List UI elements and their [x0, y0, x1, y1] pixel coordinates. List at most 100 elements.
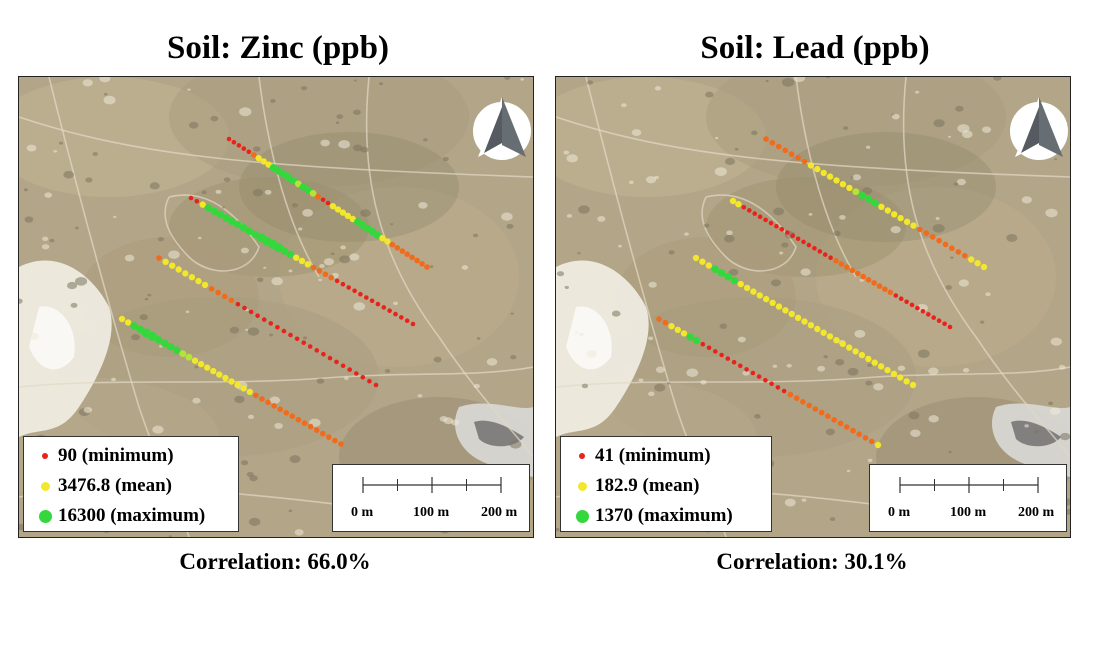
sample-point	[313, 427, 320, 433]
sample-point	[255, 313, 260, 318]
sample-point	[199, 201, 206, 208]
sample-point	[891, 211, 898, 218]
sample-point	[201, 281, 209, 289]
sample-point	[288, 332, 293, 338]
sample-point	[204, 364, 211, 371]
sample-point	[807, 322, 815, 329]
sample-point	[795, 155, 801, 161]
sample-point	[375, 301, 381, 307]
lead-legend: 41 (minimum) 182.9 (mean) 1370 (maximum)	[560, 436, 772, 532]
sample-point	[874, 441, 882, 449]
sample-point	[182, 270, 189, 277]
sample-point	[756, 292, 763, 299]
sample-point	[204, 204, 213, 212]
sample-point	[814, 165, 821, 173]
sample-point	[807, 162, 815, 169]
sample-point	[692, 254, 700, 262]
sample-point	[194, 199, 200, 204]
legend-maximum: 16300 (maximum)	[32, 501, 238, 531]
sample-point	[389, 241, 396, 248]
sample-point	[283, 410, 290, 416]
sample-point	[338, 441, 344, 447]
minimum-dot-icon	[579, 453, 585, 459]
sample-point	[373, 382, 379, 388]
sample-point	[162, 258, 169, 265]
sample-point	[700, 341, 706, 347]
sample-point	[352, 288, 357, 294]
sample-point	[774, 223, 779, 229]
sample-point	[926, 312, 931, 317]
sample-point	[233, 220, 242, 229]
scale-label-0: 0 m	[351, 505, 374, 520]
sample-point	[381, 305, 387, 310]
sample-point	[936, 318, 942, 323]
sample-point	[750, 288, 757, 295]
sample-point	[235, 301, 241, 307]
sample-transect-4	[656, 316, 882, 449]
sample-point	[812, 246, 817, 251]
sample-point	[790, 233, 795, 238]
sample-point	[871, 359, 878, 366]
sample-point	[226, 136, 232, 142]
sample-point	[846, 184, 853, 192]
sample-point	[871, 199, 879, 207]
sample-point	[228, 217, 236, 225]
lead-map[interactable]: 41 (minimum) 182.9 (mean) 1370 (maximum)…	[555, 76, 1071, 538]
sample-point	[271, 403, 277, 409]
sample-point	[757, 214, 763, 220]
zinc-map[interactable]: 90 (minimum) 3476.8 (mean) 16300 (maximu…	[18, 76, 534, 538]
sample-point	[130, 322, 138, 330]
sample-point	[974, 260, 981, 267]
sample-transect-2	[188, 195, 416, 327]
sample-point	[347, 367, 353, 372]
sample-point	[265, 399, 271, 406]
sample-point	[414, 257, 420, 264]
sample-point	[843, 424, 850, 430]
sample-point	[839, 340, 846, 348]
sample-point	[409, 254, 415, 261]
sample-transect-1	[226, 136, 430, 270]
sample-point	[325, 200, 331, 206]
sample-point	[231, 139, 237, 145]
sample-point	[801, 318, 808, 325]
sample-point	[920, 309, 926, 314]
sample-point	[942, 241, 949, 248]
sample-point	[849, 267, 856, 274]
sample-point	[871, 280, 877, 286]
sample-point	[124, 319, 132, 326]
sample-point	[246, 149, 252, 155]
sample-point	[197, 360, 205, 368]
sample-point	[259, 396, 265, 402]
sample-point	[837, 420, 844, 427]
sample-point	[731, 359, 737, 365]
sample-point	[850, 427, 856, 434]
sample-point	[858, 191, 866, 200]
sample-point	[692, 336, 701, 345]
sample-point	[253, 392, 259, 399]
legend-minimum-label: 90 (minimum)	[58, 445, 174, 466]
sample-point	[160, 339, 169, 348]
sample-point	[410, 321, 416, 327]
sample-point	[856, 431, 862, 438]
sample-point	[884, 207, 891, 214]
sample-point	[289, 413, 296, 420]
zinc-panel: Soil: Zinc (ppb) 90 (minimum) 3476.8 (me…	[18, 0, 538, 600]
zinc-scalebar: 0 m 100 m 200 m	[332, 464, 530, 532]
sample-point	[756, 374, 762, 379]
sample-point	[394, 245, 401, 251]
sample-point	[782, 147, 788, 154]
sample-point	[154, 336, 163, 344]
sample-point	[858, 351, 866, 359]
sample-point	[820, 169, 827, 177]
scale-label-0: 0 m	[888, 505, 911, 520]
sample-point	[812, 406, 819, 412]
sample-point	[329, 203, 337, 210]
sample-point	[725, 356, 731, 361]
sample-point	[844, 264, 850, 270]
zinc-correlation: Correlation: 66.0%	[179, 549, 371, 574]
sample-point	[737, 280, 744, 288]
sample-point	[245, 227, 254, 235]
sample-point	[255, 155, 262, 162]
sample-point	[769, 381, 774, 387]
sample-point	[188, 274, 196, 281]
